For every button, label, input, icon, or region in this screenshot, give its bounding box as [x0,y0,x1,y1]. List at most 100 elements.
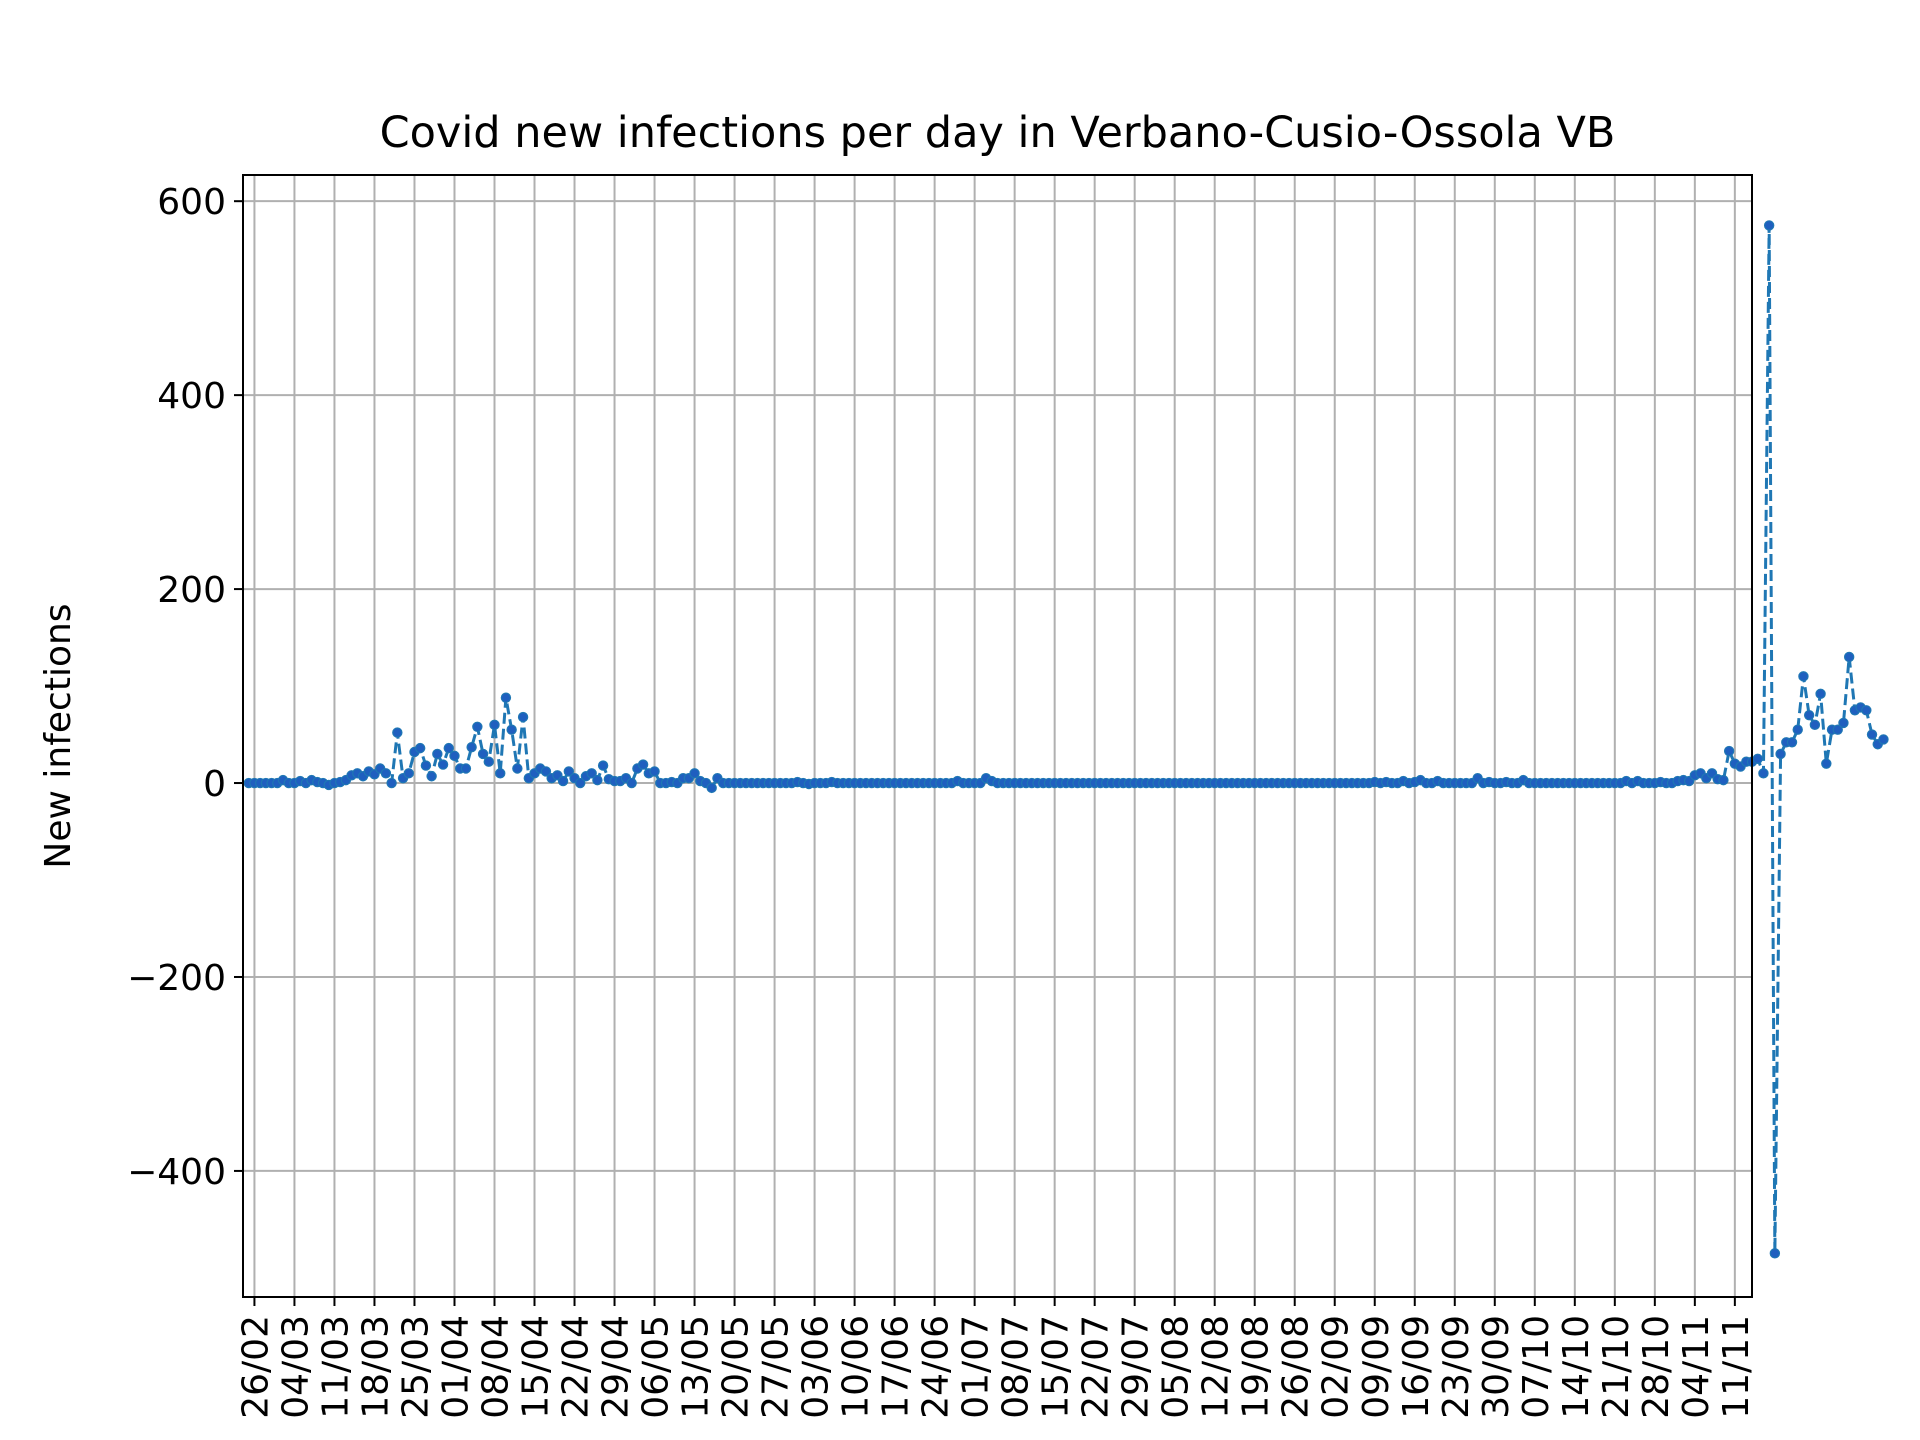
y-axis-label: New infections [38,603,79,868]
data-series [243,220,1889,1259]
x-tick-label: 25/03 [395,1315,436,1419]
y-tick-label: 400 [157,376,226,417]
data-point [557,775,569,787]
data-point [637,759,649,770]
data-point [1769,1248,1781,1259]
data-point [1832,724,1843,735]
x-tick-label: 19/08 [1236,1315,1277,1419]
data-point [1752,753,1763,764]
data-point [517,711,529,723]
y-tick-label: 600 [157,182,226,223]
y-tick-label: −400 [127,1152,226,1193]
x-tick-label: 11/11 [1716,1315,1757,1419]
x-tick-label: 30/09 [1476,1315,1517,1419]
x-tick-label: 26/08 [1276,1315,1317,1419]
data-point [420,760,432,771]
data-point [1838,717,1849,729]
x-tick-label: 22/04 [556,1315,597,1419]
data-point [437,759,449,770]
data-point [706,782,717,794]
x-tick-label: 28/10 [1636,1315,1677,1419]
data-point [1809,719,1821,731]
x-tick-label: 07/10 [1516,1315,1557,1419]
data-point [426,771,437,782]
data-point [1815,688,1826,700]
x-tick-label: 03/06 [796,1315,837,1419]
data-point [512,763,523,774]
data-point [1843,651,1855,663]
x-tick-label: 23/09 [1436,1315,1477,1419]
data-point [626,777,637,789]
x-tick-label: 26/02 [235,1315,276,1419]
x-tick-label: 24/06 [916,1315,957,1419]
data-point [403,768,414,779]
data-point [1866,729,1878,740]
data-point [586,768,597,779]
data-point [1861,705,1872,716]
data-point [689,768,700,779]
data-point [1758,768,1769,779]
x-tick-label: 21/10 [1596,1315,1637,1419]
data-point [540,766,552,777]
y-tick-label: 200 [157,570,226,611]
data-point [489,719,500,731]
data-point [460,763,472,774]
data-point [575,777,586,789]
x-tick-label: 09/09 [1356,1315,1397,1419]
data-point [500,692,512,703]
x-tick-label: 04/11 [1676,1315,1717,1419]
y-tick-label: −200 [127,958,226,999]
data-point [1803,709,1815,721]
data-point [649,766,660,777]
data-point [563,766,575,777]
data-point [472,721,483,732]
x-tick-label: 29/07 [1116,1315,1157,1419]
x-tick-label: 29/04 [596,1315,637,1419]
data-point [1775,748,1786,760]
x-tick-label: 11/03 [315,1315,356,1419]
data-point [1718,774,1729,786]
x-tick-label: 18/03 [355,1315,396,1419]
data-point [449,750,460,762]
x-tick-label: 08/07 [996,1315,1037,1419]
x-tick-label: 08/04 [476,1315,517,1419]
x-tick-label: 10/06 [836,1315,877,1419]
data-point [1763,220,1775,231]
data-point [380,768,392,779]
data-point [483,756,494,767]
x-tick-label: 27/05 [756,1315,797,1419]
x-tick-label: 04/03 [275,1315,316,1419]
data-point [386,777,397,789]
y-tick-label: 0 [203,764,226,805]
x-tick-label: 17/06 [876,1315,917,1419]
x-tick-label: 02/09 [1316,1315,1357,1419]
data-point [432,748,443,760]
x-tick-label: 01/07 [956,1315,997,1419]
data-point [1878,734,1889,745]
x-tick-label: 14/10 [1556,1315,1597,1419]
x-tick-label: 20/05 [716,1315,757,1419]
data-point [495,768,506,779]
data-point [466,741,477,753]
x-tick-label: 15/07 [1036,1315,1077,1419]
plot-frame [242,174,1753,1298]
data-point [477,748,489,760]
data-point [506,724,517,735]
data-point [1786,737,1798,748]
x-tick-label: 12/08 [1196,1315,1237,1419]
data-point [597,760,609,771]
data-point [592,774,603,786]
x-tick-label: 22/07 [1076,1315,1117,1419]
x-tick-label: 16/09 [1396,1315,1437,1419]
x-tick-label: 13/05 [676,1315,717,1419]
axis-ticks: −400 −200 0 200 400 600 26/02 04/03 11/03 18/03 25… [127,182,1757,1419]
data-point [1792,724,1803,735]
data-point [1798,671,1809,682]
data-point [1723,745,1735,757]
x-tick-label: 15/04 [516,1315,557,1419]
x-tick-label: 06/05 [636,1315,677,1419]
chart-title: Covid new infections per day in Verbano-… [380,108,1616,158]
data-point [1821,758,1832,769]
